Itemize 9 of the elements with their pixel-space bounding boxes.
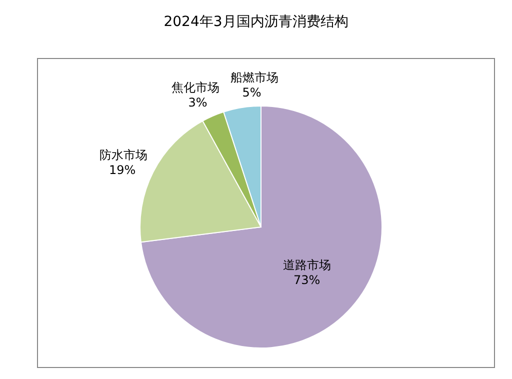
data-label: 3% <box>188 96 208 110</box>
chart-title: 2024年3月国内沥青消费结构 <box>164 14 348 30</box>
data-label: 19% <box>108 163 136 178</box>
slice-label: 船燃市场 <box>230 70 278 85</box>
slice-label: 道路市场 <box>282 258 331 272</box>
slice-label: 防水市场 <box>100 148 148 162</box>
data-label: 73% <box>294 273 320 288</box>
data-label: 5% <box>242 86 262 100</box>
slice-label: 焦化市场 <box>171 80 220 95</box>
